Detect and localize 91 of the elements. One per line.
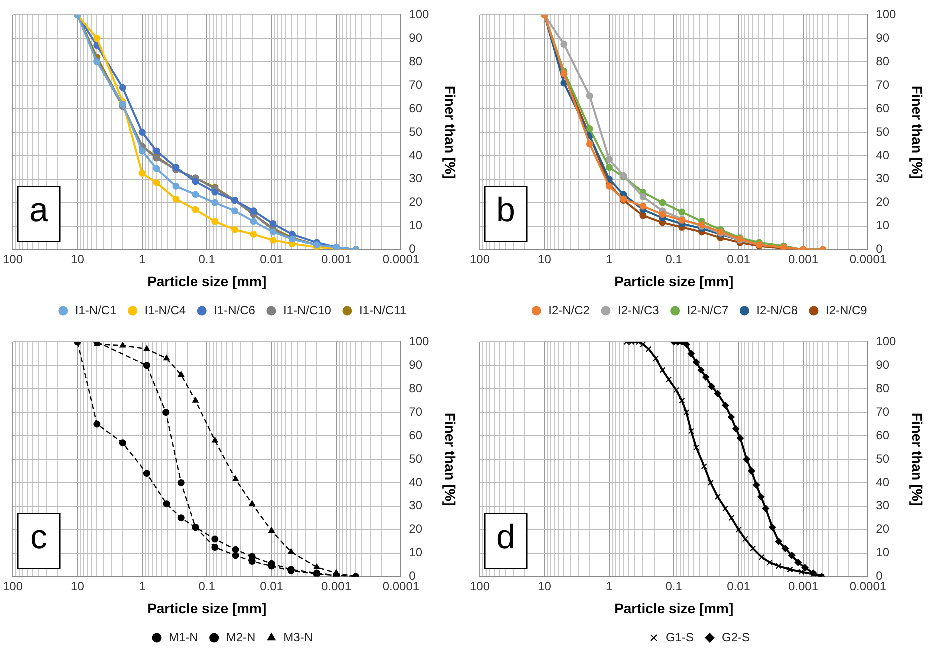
legend-label: I2-N/C8	[756, 303, 798, 318]
annotation: c	[30, 518, 48, 557]
y-tick-label: 70	[409, 78, 423, 92]
x-tick-label: 0.1	[198, 579, 216, 594]
y-tick-label: 100	[409, 334, 430, 349]
y-tick-label: 30	[876, 498, 890, 513]
x-tick-label: 0.01	[727, 579, 751, 594]
legend-label: I1-N/C1	[75, 303, 118, 318]
x-tick-label: 0.001	[321, 579, 352, 594]
y-tick-label: 100	[876, 8, 897, 22]
x-tick-label: 10	[71, 579, 85, 594]
x-tick-label: 10	[71, 252, 85, 266]
y-tick-label: 10	[409, 546, 423, 560]
x-tick-label: 1	[139, 252, 146, 266]
y-tick-label: 70	[876, 404, 890, 419]
y-tick-label: 30	[876, 172, 890, 186]
x-tick-label: 0.1	[666, 579, 683, 594]
y-axis-title: Finer than [%]	[910, 86, 926, 180]
legend-label: I1-N/C10	[283, 303, 332, 318]
x-tick-label: 100	[2, 252, 24, 266]
y-tick-label: 100	[876, 334, 897, 349]
y-tick-label: 70	[876, 78, 890, 92]
legend-label: I1-N/C11	[359, 303, 407, 318]
legend-label: M1-N	[169, 630, 198, 644]
y-axis-title: Finer than [%]	[442, 86, 459, 180]
y-tick-label: 30	[409, 498, 423, 513]
y-tick-label: 60	[876, 428, 890, 442]
x-axis-title: Particle size [mm]	[614, 273, 734, 290]
x-tick-label: 100	[470, 579, 490, 594]
x-tick-label: 0.001	[321, 252, 352, 266]
annotation: b	[496, 192, 516, 230]
y-tick-label: 90	[876, 30, 890, 45]
y-tick-label: 20	[409, 195, 423, 210]
annotation: a	[30, 192, 49, 230]
y-tick-label: 20	[409, 522, 423, 536]
legend-label: G1-S	[666, 630, 694, 644]
x-tick-label: 0.1	[666, 252, 683, 266]
y-tick-label: 80	[876, 381, 890, 396]
y-tick-label: 80	[409, 381, 423, 396]
x-tick-label: 0.01	[260, 579, 284, 594]
y-tick-label: 80	[409, 54, 423, 68]
y-axis-title: Finer than [%]	[442, 412, 459, 506]
y-tick-label: 20	[876, 522, 890, 536]
x-axis-title: Particle size [mm]	[614, 600, 734, 616]
x-tick-label: 1	[139, 579, 146, 594]
legend-label: M3-N	[284, 630, 314, 644]
y-tick-label: 20	[876, 195, 890, 210]
x-tick-label: 1	[606, 579, 614, 594]
y-tick-label: 60	[409, 428, 423, 442]
y-tick-label: 50	[876, 452, 890, 466]
y-tick-label: 60	[876, 101, 890, 116]
y-tick-label: 30	[409, 172, 423, 186]
x-axis-title: Particle size [mm]	[148, 600, 267, 616]
y-tick-label: 40	[876, 475, 890, 490]
y-tick-label: 100	[409, 8, 430, 22]
x-tick-label: 100	[2, 579, 24, 594]
y-tick-label: 10	[876, 546, 890, 560]
y-tick-label: 50	[409, 124, 423, 139]
y-tick-label: 90	[409, 358, 423, 372]
y-tick-label: 40	[409, 475, 423, 490]
y-tick-label: 90	[876, 358, 890, 372]
x-tick-label: 0.01	[260, 252, 284, 266]
y-tick-label: 10	[876, 218, 890, 233]
legend-label: I1-N/C4	[144, 303, 186, 318]
legend-label: I1-N/C6	[214, 303, 256, 318]
y-axis-title: Finer than [%]	[910, 412, 926, 506]
x-tick-label: 100	[470, 252, 490, 266]
y-tick-label: 60	[409, 101, 423, 116]
legend-label: I2-N/C3	[618, 303, 660, 318]
x-axis-title: Particle size [mm]	[148, 273, 267, 290]
y-tick-label: 70	[409, 404, 423, 419]
y-tick-label: 40	[409, 148, 423, 162]
y-tick-label: 50	[876, 124, 890, 139]
y-tick-label: 50	[409, 452, 423, 466]
legend-label: I2-N/C2	[548, 303, 590, 318]
x-tick-label: 10	[538, 579, 552, 594]
x-tick-label: 0.001	[788, 252, 819, 266]
annotation: d	[496, 518, 516, 557]
y-tick-label: 90	[409, 30, 423, 45]
legend-label: I2-N/C9	[826, 303, 868, 318]
x-tick-label: 0.01	[727, 252, 751, 266]
x-tick-label: 10	[538, 252, 552, 266]
y-tick-label: 10	[409, 218, 423, 233]
legend-label: I2-N/C7	[687, 303, 729, 318]
y-tick-label: 40	[876, 148, 890, 162]
x-tick-label: 0.001	[788, 579, 819, 594]
x-tick-label: 0.1	[198, 252, 216, 266]
x-tick-label: 1	[606, 252, 614, 266]
legend-label: M2-N	[226, 630, 256, 644]
y-tick-label: 80	[876, 54, 890, 68]
legend-label: G2-S	[722, 630, 750, 644]
